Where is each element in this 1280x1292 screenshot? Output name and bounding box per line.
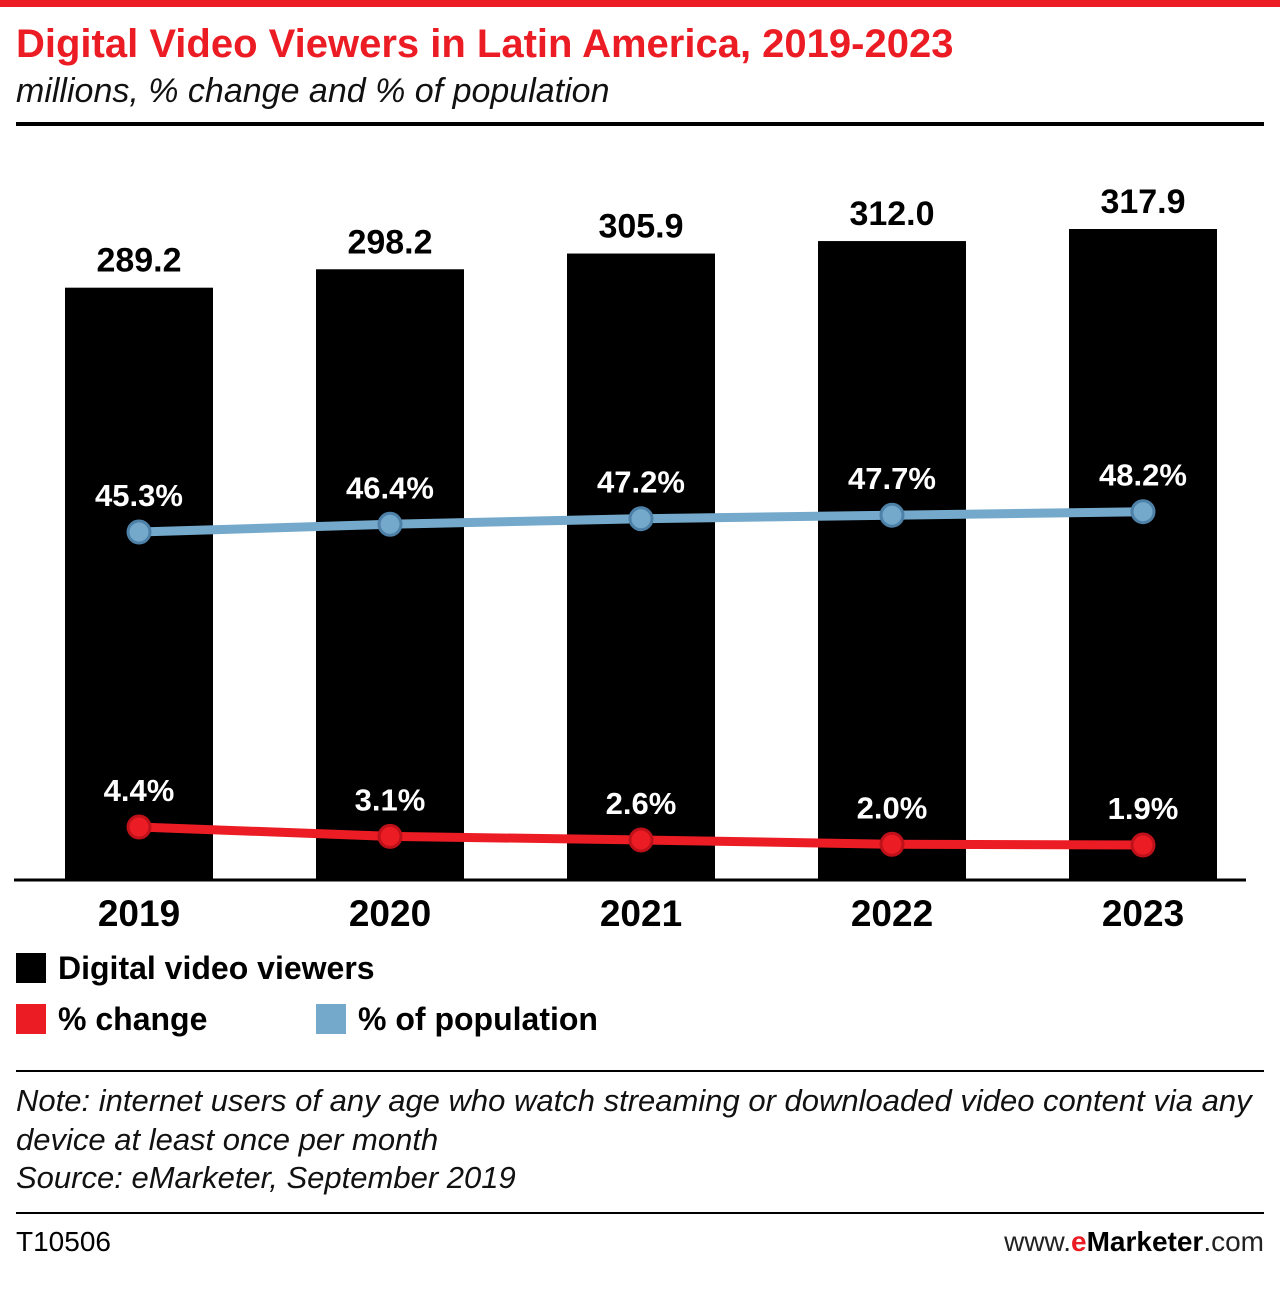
- population-label-2023: 48.2%: [1099, 457, 1187, 492]
- website-prefix: www.: [1004, 1226, 1071, 1258]
- legend-item-population: % of population: [316, 1001, 598, 1038]
- header-divider: [16, 121, 1264, 126]
- legend-swatch-change: [16, 1004, 46, 1035]
- population-point-2020: [377, 511, 403, 537]
- x-tick-2021: 2021: [600, 893, 682, 934]
- legend-label-change: % change: [58, 1000, 208, 1037]
- change-point-2020: [377, 823, 403, 849]
- bar-value-label-2022: 312.0: [849, 195, 934, 233]
- bar-value-label-2019: 289.2: [96, 241, 181, 279]
- footer: T10506 www.eMarketer.com: [0, 1214, 1280, 1258]
- note-block: Note: internet users of any age who watc…: [0, 1072, 1280, 1212]
- website-link[interactable]: www.eMarketer.com: [1004, 1226, 1264, 1258]
- change-point-2022: [879, 831, 905, 857]
- change-label-2021: 2.6%: [606, 786, 677, 821]
- chart-legend: Digital video viewers % change % of popu…: [0, 936, 1280, 1070]
- x-tick-2023: 2023: [1102, 893, 1184, 934]
- note-text: Note: internet users of any age who watc…: [16, 1082, 1252, 1157]
- population-label-2019: 45.3%: [95, 478, 183, 513]
- footer-divider: [16, 1212, 1264, 1215]
- source-text: Source: eMarketer, September 2019: [16, 1160, 516, 1196]
- legend-row-1: Digital video viewers: [16, 950, 1264, 987]
- bar-2020: [316, 269, 464, 879]
- brand-top-bar: [0, 0, 1280, 7]
- legend-label-viewers: Digital video viewers: [58, 949, 375, 986]
- change-label-2020: 3.1%: [355, 782, 426, 817]
- bar-2023: [1069, 228, 1217, 879]
- change-point-2021: [628, 827, 654, 853]
- change-point-2023: [1130, 832, 1156, 858]
- legend-label-population: % of population: [358, 1000, 598, 1037]
- population-label-2021: 47.2%: [597, 464, 685, 499]
- bar-value-label-2023: 317.9: [1100, 183, 1185, 221]
- chart-subtitle: millions, % change and % of population: [16, 72, 610, 110]
- chart-canvas: 289.2 298.2 305.9 312.0 317.9 45.3% 46.4% 47.2%…: [14, 183, 1246, 934]
- legend-row-2: % change % of population: [16, 1001, 1264, 1038]
- legend-swatch-population: [316, 1004, 346, 1035]
- population-point-2021: [628, 505, 654, 531]
- legend-swatch-viewers: [16, 953, 46, 984]
- note-divider: [16, 1069, 1264, 1072]
- bar-2019: [65, 287, 213, 879]
- change-label-2023: 1.9%: [1108, 791, 1179, 826]
- website-e: e: [1071, 1226, 1087, 1258]
- legend-item-viewers: Digital video viewers: [16, 950, 375, 987]
- bar-2021: [567, 253, 715, 879]
- x-tick-2020: 2020: [349, 893, 431, 934]
- population-point-2019: [126, 519, 152, 545]
- change-label-2022: 2.0%: [857, 790, 928, 825]
- x-tick-2022: 2022: [851, 893, 933, 934]
- chart-title: Digital Video Viewers in Latin America, …: [16, 22, 954, 66]
- website-marketer: Marketer: [1086, 1226, 1204, 1258]
- chart-header: Digital Video Viewers in Latin America, …: [0, 7, 1280, 112]
- population-label-2020: 46.4%: [346, 470, 434, 505]
- legend-item-change: % change: [16, 1001, 316, 1038]
- population-point-2023: [1130, 498, 1156, 524]
- chart-id: T10506: [16, 1226, 111, 1258]
- population-point-2022: [879, 502, 905, 528]
- x-tick-2019: 2019: [98, 893, 180, 934]
- bar-2022: [818, 240, 966, 879]
- change-point-2019: [126, 814, 152, 840]
- change-label-2019: 4.4%: [104, 773, 175, 808]
- bar-value-label-2021: 305.9: [598, 207, 683, 245]
- population-label-2022: 47.7%: [848, 461, 936, 496]
- website-suffix: .com: [1203, 1226, 1264, 1258]
- bar-value-label-2020: 298.2: [347, 223, 432, 261]
